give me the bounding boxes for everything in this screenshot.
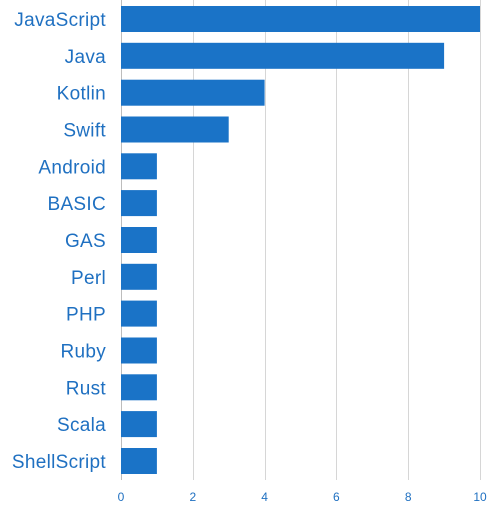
category-label-gas: GAS bbox=[65, 231, 106, 252]
bar-rust bbox=[121, 374, 157, 401]
category-label-shellscript: ShellScript bbox=[12, 452, 107, 473]
x-tick-label: 6 bbox=[333, 490, 340, 504]
category-label-basic: BASIC bbox=[47, 194, 106, 215]
bars bbox=[121, 6, 480, 474]
x-axis-tick-labels: 0 2 4 6 8 10 bbox=[118, 490, 487, 504]
x-tick-label: 8 bbox=[405, 490, 412, 504]
bar-javascript bbox=[121, 6, 480, 32]
bar-php bbox=[121, 300, 157, 327]
category-labels: JavaScript Java Kotlin Swift Android BASIC GAS… bbox=[12, 10, 107, 473]
category-label-javascript: JavaScript bbox=[14, 10, 106, 31]
category-label-kotlin: Kotlin bbox=[57, 84, 106, 105]
bar-gas bbox=[121, 227, 157, 253]
bar-kotlin bbox=[121, 79, 265, 106]
category-label-rust: Rust bbox=[66, 378, 107, 399]
bar-basic bbox=[121, 190, 157, 217]
category-label-scala: Scala bbox=[57, 415, 106, 436]
bar-android bbox=[121, 153, 157, 180]
x-tick-label: 0 bbox=[118, 490, 125, 504]
bar-shellscript bbox=[121, 448, 157, 474]
bar-ruby bbox=[121, 337, 157, 364]
bar-perl bbox=[121, 263, 157, 290]
bar-java bbox=[121, 42, 445, 69]
category-label-php: PHP bbox=[66, 305, 106, 326]
category-label-android: Android bbox=[38, 157, 106, 178]
x-tick-label: 2 bbox=[189, 490, 196, 504]
category-label-perl: Perl bbox=[71, 268, 106, 289]
x-tick-label: 4 bbox=[261, 490, 268, 504]
category-label-ruby: Ruby bbox=[60, 342, 106, 363]
bar-swift bbox=[121, 116, 229, 143]
grid-lines bbox=[121, 0, 481, 480]
bar-scala bbox=[121, 411, 157, 438]
category-label-java: Java bbox=[65, 47, 106, 68]
x-tick-label: 10 bbox=[473, 490, 487, 504]
category-label-swift: Swift bbox=[63, 121, 106, 142]
